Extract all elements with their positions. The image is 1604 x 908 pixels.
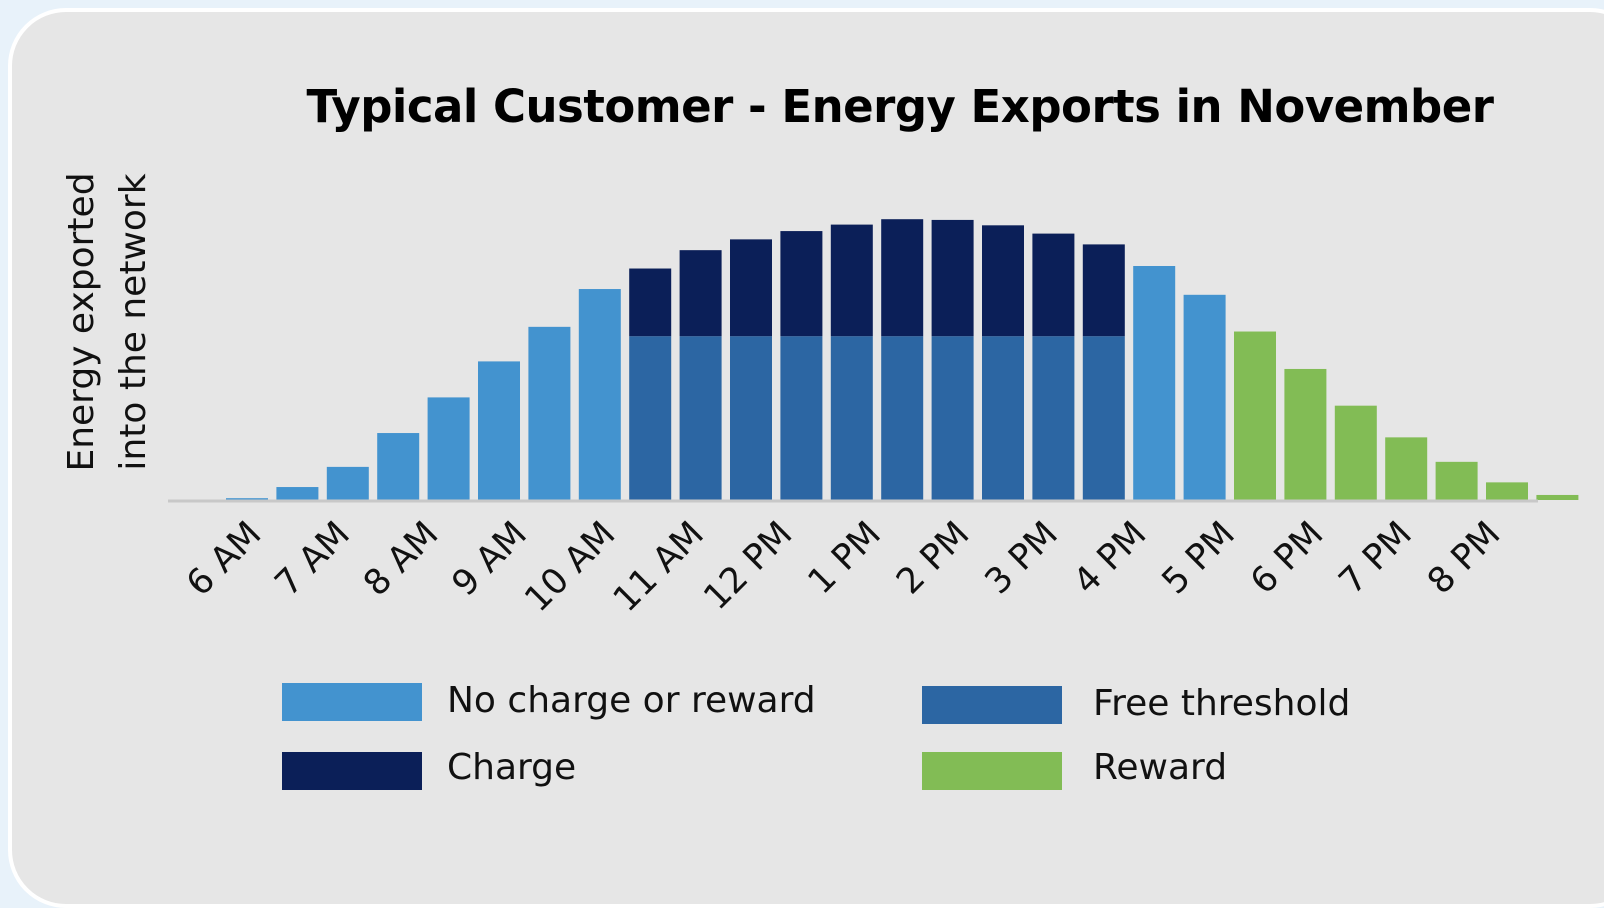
x-tick-label: 7 AM — [268, 514, 358, 604]
bar-free-threshold-16 — [1032, 336, 1075, 500]
legend-label-reward: Reward — [1093, 747, 1228, 788]
bar-free-threshold-9 — [679, 336, 722, 500]
bar-no-charge-5 — [478, 361, 520, 500]
bar-reward-21 — [1284, 368, 1327, 500]
bar-free-threshold-14 — [931, 336, 974, 500]
legend-swatch-reward — [922, 752, 1062, 790]
bar-charge-14 — [931, 219, 974, 337]
x-tick-label: 7 PM — [1332, 514, 1420, 602]
x-tick-label: 3 PM — [978, 514, 1066, 602]
x-tick-label: 5 PM — [1155, 514, 1243, 602]
bar-charge-11 — [780, 231, 823, 337]
x-tick-label: 4 PM — [1066, 514, 1154, 602]
x-tick-label: 1 PM — [801, 514, 889, 602]
bar-no-charge-3 — [377, 433, 420, 500]
bar-reward-24 — [1435, 461, 1478, 500]
legend-label-no-charge: No charge or reward — [447, 680, 816, 721]
x-tick-label: 10 AM — [517, 514, 623, 620]
bar-no-charge-19 — [1183, 294, 1226, 500]
bar-free-threshold-15 — [982, 336, 1024, 500]
bar-no-charge-6 — [528, 326, 571, 500]
bars-group — [226, 219, 1579, 500]
bar-reward-23 — [1385, 437, 1428, 500]
x-tick-label: 11 AM — [606, 514, 712, 620]
bar-no-charge-1 — [276, 487, 319, 500]
bar-charge-12 — [830, 224, 873, 337]
bar-reward-22 — [1334, 405, 1377, 500]
x-tick-label: 2 PM — [889, 514, 977, 602]
bar-free-threshold-10 — [730, 336, 772, 500]
bar-no-charge-0 — [226, 498, 268, 500]
bar-no-charge-7 — [578, 289, 621, 500]
bar-free-threshold-12 — [830, 336, 873, 500]
x-tick-label: 6 PM — [1243, 514, 1331, 602]
bar-free-threshold-17 — [1082, 336, 1125, 500]
bar-charge-15 — [982, 225, 1024, 337]
bar-no-charge-2 — [326, 466, 369, 500]
chart-title: Typical Customer - Energy Exports in Nov… — [306, 80, 1494, 133]
bar-charge-16 — [1032, 233, 1075, 337]
bar-reward-25 — [1486, 482, 1528, 500]
x-tick-label: 8 AM — [356, 514, 446, 604]
bar-charge-8 — [629, 268, 672, 337]
x-tick-label: 6 AM — [179, 514, 269, 604]
bar-free-threshold-8 — [629, 336, 672, 500]
legend-label-charge: Charge — [447, 747, 577, 788]
x-tick-label: 8 PM — [1420, 514, 1508, 602]
bar-reward-26 — [1536, 494, 1579, 500]
bar-free-threshold-11 — [780, 336, 823, 500]
legend-label-free-threshold: Free threshold — [1093, 683, 1351, 724]
bar-no-charge-4 — [427, 397, 470, 500]
legend-swatch-no-charge — [282, 683, 422, 721]
bar-no-charge-18 — [1133, 266, 1176, 500]
bar-free-threshold-13 — [881, 336, 924, 500]
bar-charge-10 — [730, 239, 772, 337]
legend-swatch-charge — [282, 752, 422, 790]
bar-charge-17 — [1082, 244, 1125, 337]
legend-swatch-free-threshold — [922, 686, 1062, 724]
bar-charge-13 — [881, 219, 924, 337]
bar-reward-20 — [1234, 331, 1276, 500]
bar-charge-9 — [679, 250, 722, 337]
x-tick-label: 12 PM — [696, 514, 800, 618]
